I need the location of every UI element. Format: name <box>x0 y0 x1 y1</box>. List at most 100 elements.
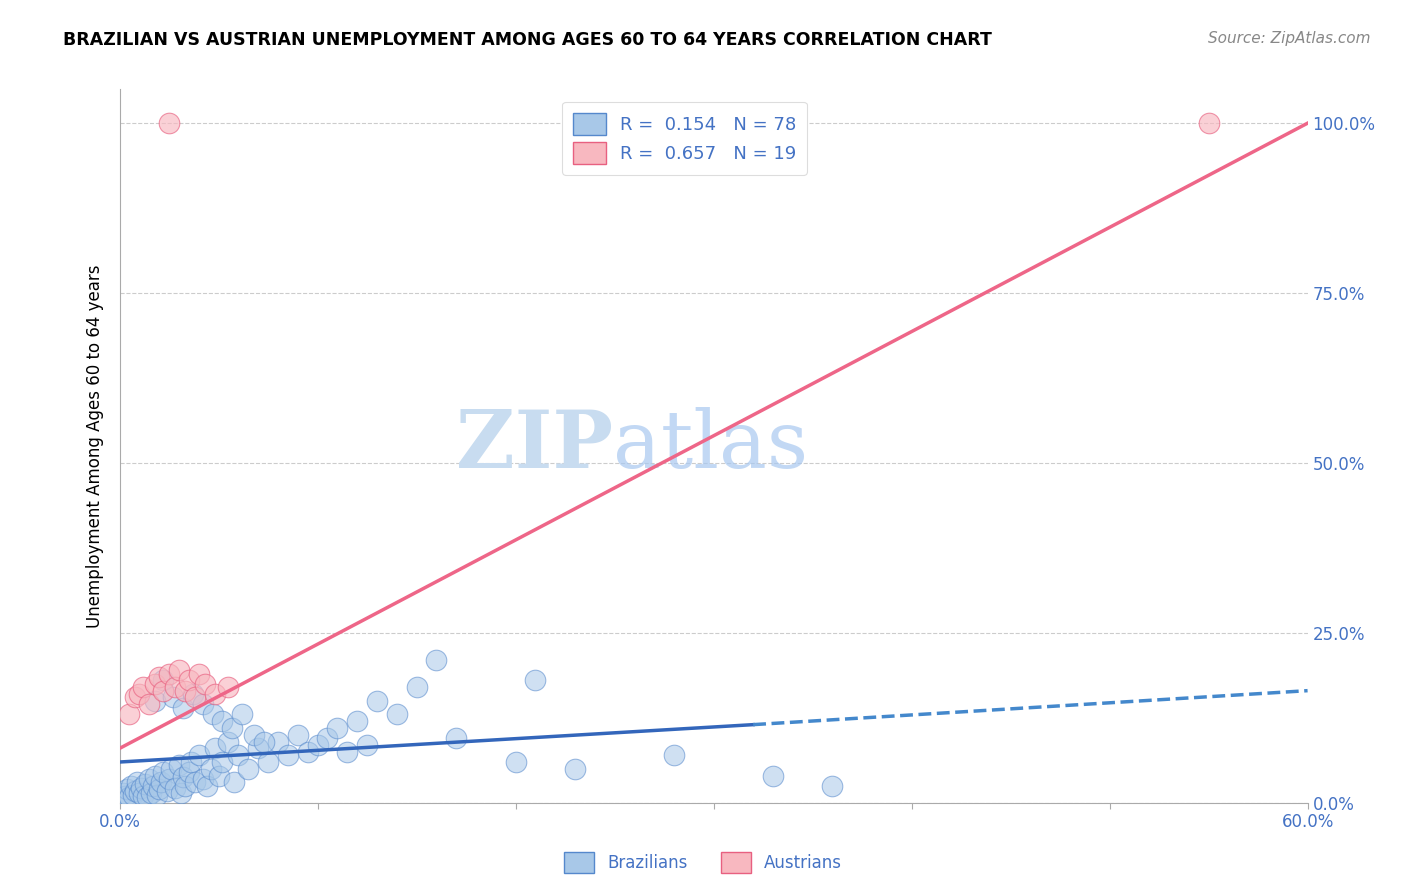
Point <box>217 734 239 748</box>
Point <box>277 748 299 763</box>
Point <box>156 783 179 797</box>
Point <box>146 788 169 802</box>
Point <box>173 683 195 698</box>
Point <box>505 755 527 769</box>
Point <box>181 687 204 701</box>
Point <box>187 666 209 681</box>
Point <box>238 762 260 776</box>
Point <box>762 769 785 783</box>
Point <box>211 714 233 729</box>
Point <box>326 721 349 735</box>
Point <box>662 748 685 763</box>
Point <box>444 731 467 746</box>
Point <box>204 741 226 756</box>
Point <box>127 775 149 789</box>
Point <box>157 116 180 130</box>
Point <box>336 745 359 759</box>
Point <box>118 790 141 805</box>
Point <box>180 755 202 769</box>
Point <box>167 663 190 677</box>
Point <box>297 745 319 759</box>
Point <box>184 775 207 789</box>
Point <box>287 728 309 742</box>
Point <box>128 786 150 800</box>
Point <box>1198 116 1220 130</box>
Point <box>152 673 174 688</box>
Point <box>173 779 195 793</box>
Point <box>167 758 190 772</box>
Point <box>134 777 156 791</box>
Point <box>366 694 388 708</box>
Point <box>243 728 266 742</box>
Point <box>118 707 141 722</box>
Point <box>141 786 163 800</box>
Point <box>122 788 145 802</box>
Point <box>114 789 136 803</box>
Point <box>346 714 368 729</box>
Text: atlas: atlas <box>613 407 807 485</box>
Point <box>162 690 184 705</box>
Point <box>128 687 150 701</box>
Point <box>307 738 329 752</box>
Point <box>187 748 209 763</box>
Point <box>217 680 239 694</box>
Point <box>356 738 378 752</box>
Point <box>257 755 280 769</box>
Point <box>117 782 139 797</box>
Point <box>152 765 174 780</box>
Text: Source: ZipAtlas.com: Source: ZipAtlas.com <box>1208 31 1371 46</box>
Legend: Brazilians, Austrians: Brazilians, Austrians <box>557 846 849 880</box>
Point <box>132 789 155 803</box>
Point <box>138 772 160 786</box>
Point <box>267 734 290 748</box>
Point <box>247 741 270 756</box>
Point <box>124 690 146 705</box>
Point <box>163 780 186 795</box>
Point <box>157 772 180 786</box>
Point <box>120 779 142 793</box>
Point <box>143 694 166 708</box>
Point <box>138 698 160 712</box>
Point <box>564 762 586 776</box>
Legend: R =  0.154   N = 78, R =  0.657   N = 19: R = 0.154 N = 78, R = 0.657 N = 19 <box>562 102 807 175</box>
Point <box>152 683 174 698</box>
Point <box>201 707 224 722</box>
Point <box>524 673 547 688</box>
Point <box>170 786 193 800</box>
Point <box>191 698 214 712</box>
Point <box>136 790 159 805</box>
Point <box>160 762 183 776</box>
Point <box>211 755 233 769</box>
Point <box>177 765 200 780</box>
Point <box>195 779 218 793</box>
Text: BRAZILIAN VS AUSTRIAN UNEMPLOYMENT AMONG AGES 60 TO 64 YEARS CORRELATION CHART: BRAZILIAN VS AUSTRIAN UNEMPLOYMENT AMONG… <box>63 31 993 49</box>
Point <box>157 666 180 681</box>
Point <box>148 782 170 797</box>
Point <box>253 734 276 748</box>
Point <box>221 721 243 735</box>
Point <box>172 770 194 784</box>
Point <box>231 707 253 722</box>
Point <box>194 677 217 691</box>
Point <box>112 786 135 800</box>
Point <box>385 707 408 722</box>
Point <box>132 680 155 694</box>
Point <box>821 779 844 793</box>
Point <box>163 680 186 694</box>
Point <box>143 677 166 691</box>
Point <box>228 748 250 763</box>
Y-axis label: Unemployment Among Ages 60 to 64 years: Unemployment Among Ages 60 to 64 years <box>86 264 104 628</box>
Point <box>129 780 152 795</box>
Point <box>124 783 146 797</box>
Text: ZIP: ZIP <box>456 407 613 485</box>
Point <box>150 775 173 789</box>
Point <box>224 775 246 789</box>
Point <box>143 769 166 783</box>
Point <box>200 762 222 776</box>
Point <box>425 653 447 667</box>
Point <box>184 690 207 705</box>
Point <box>172 700 194 714</box>
Point <box>142 779 165 793</box>
Point <box>316 731 339 746</box>
Point <box>177 673 200 688</box>
